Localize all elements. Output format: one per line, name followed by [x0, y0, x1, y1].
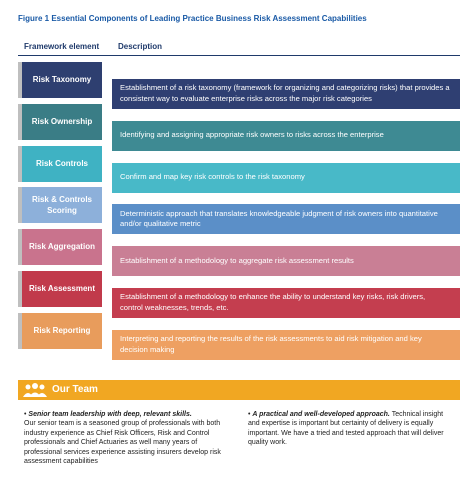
- lead-text: A practical and well-developed approach.: [252, 411, 390, 418]
- team-column: • Senior team leadership with deep, rele…: [24, 411, 221, 466]
- description-band: Identifying and assigning appropriate ri…: [112, 120, 460, 151]
- element-tab: Risk Ownership: [22, 103, 102, 140]
- element-tab: Risk Aggregation: [22, 229, 102, 266]
- team-title: Our Team: [52, 384, 98, 395]
- description-band: Establishment of a risk taxonomy (framew…: [112, 79, 460, 109]
- figure-title: Figure 1 Essential Components of Leading…: [18, 14, 367, 23]
- description-band: Establishment of a methodology to aggreg…: [112, 246, 460, 277]
- element-tab: Risk Taxonomy: [22, 62, 102, 98]
- column-header: Framework element: [24, 42, 100, 51]
- header-rule: [18, 55, 460, 56]
- element-tab: Risk Reporting: [22, 312, 102, 349]
- team-banner: [18, 380, 460, 400]
- description-band: Interpreting and reporting the results o…: [112, 329, 460, 360]
- lead-text: Senior team leadership with deep, releva…: [28, 411, 192, 418]
- team-icon: [23, 383, 47, 397]
- body-text: Our senior team is a seasoned group of p…: [24, 420, 221, 466]
- element-tab: Risk & Controls Scoring: [22, 187, 102, 224]
- description-band: Confirm and map key risk controls to the…: [112, 162, 460, 193]
- column-header: Description: [118, 42, 163, 51]
- element-tab: Risk Controls: [22, 145, 102, 182]
- team-column: • A practical and well-developed approac…: [248, 411, 444, 447]
- description-band: Deterministic approach that translates k…: [112, 204, 460, 235]
- element-tab: Risk Assessment: [22, 271, 102, 307]
- body-text: Technical insight and expertise is impor…: [248, 411, 444, 447]
- description-band: Establishment of a methodology to enhanc…: [112, 288, 460, 318]
